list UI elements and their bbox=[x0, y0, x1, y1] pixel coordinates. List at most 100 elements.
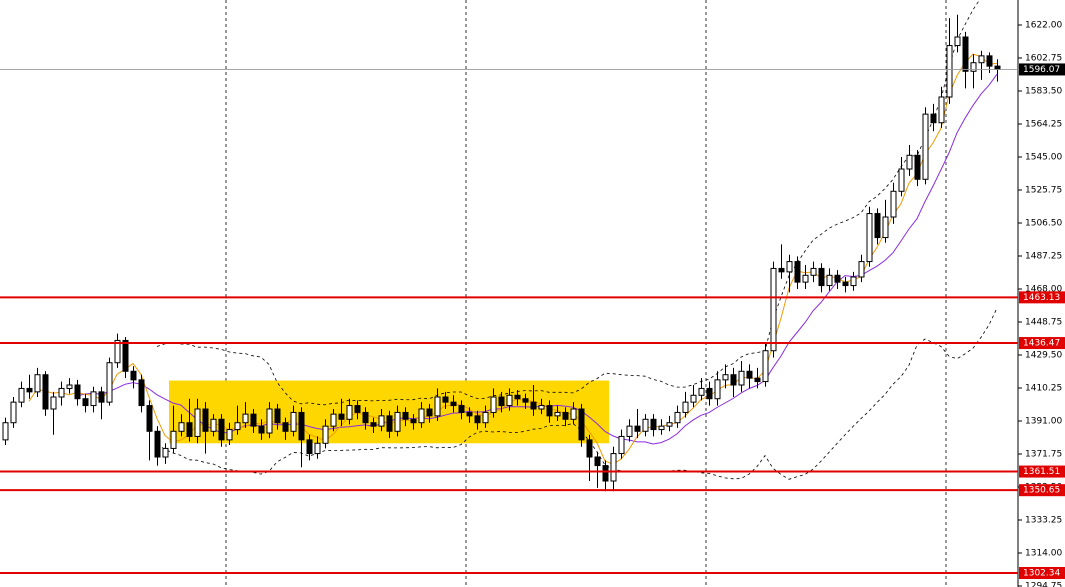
y-tick-label: 1506.50 bbox=[1025, 218, 1062, 228]
candle-body bbox=[698, 387, 705, 396]
candle-body bbox=[986, 55, 993, 67]
candle-body bbox=[794, 261, 801, 283]
candle-body bbox=[626, 425, 633, 437]
candle-body bbox=[258, 425, 265, 434]
candle-body bbox=[42, 374, 49, 410]
candle-body bbox=[98, 391, 105, 403]
level-label: 1463.13 bbox=[1023, 293, 1060, 303]
candle-body bbox=[778, 267, 785, 273]
candle-body bbox=[522, 398, 529, 403]
y-tick-label: 1468.00 bbox=[1025, 284, 1062, 294]
candle-body bbox=[202, 408, 209, 432]
y-tick-label: 1602.75 bbox=[1025, 53, 1062, 63]
level-label: 1350.65 bbox=[1023, 486, 1060, 496]
candle-body bbox=[178, 422, 185, 432]
candle-body bbox=[634, 425, 641, 432]
candle-body bbox=[618, 435, 625, 455]
candle-body bbox=[210, 418, 217, 432]
candle-body bbox=[370, 422, 377, 427]
candle-body bbox=[186, 422, 193, 437]
y-tick-label: 1525.75 bbox=[1025, 185, 1062, 195]
candle-body bbox=[362, 411, 369, 424]
candle-body bbox=[90, 391, 97, 407]
y-tick-label: 1391.00 bbox=[1025, 417, 1062, 427]
candle-body bbox=[274, 408, 281, 424]
candle-body bbox=[402, 411, 409, 420]
candle-body bbox=[394, 411, 401, 432]
candle-body bbox=[586, 439, 593, 458]
candle-body bbox=[962, 36, 969, 72]
level-label: 1436.47 bbox=[1023, 339, 1060, 349]
candle-body bbox=[226, 429, 233, 441]
candle-body bbox=[290, 411, 297, 432]
candle-body bbox=[706, 387, 713, 400]
candle-body bbox=[466, 411, 473, 417]
candle-body bbox=[450, 401, 457, 407]
candle-body bbox=[162, 447, 169, 458]
candle-body bbox=[130, 370, 137, 381]
candle-body bbox=[170, 430, 177, 449]
candle-body bbox=[50, 396, 57, 410]
candle-body bbox=[682, 401, 689, 413]
level-label-box bbox=[1019, 566, 1065, 579]
candle-body bbox=[858, 261, 865, 278]
candle-body bbox=[818, 267, 825, 287]
candle-body bbox=[458, 405, 465, 413]
candle-body bbox=[578, 408, 585, 441]
candle-body bbox=[18, 387, 25, 403]
candle-body bbox=[914, 154, 921, 180]
candle-body bbox=[906, 154, 913, 170]
candle-body bbox=[530, 401, 537, 410]
candle-body bbox=[826, 274, 833, 287]
candle-body bbox=[282, 422, 289, 432]
candle-body bbox=[58, 387, 65, 398]
candle-body bbox=[434, 396, 441, 417]
candle-body bbox=[122, 339, 129, 372]
level-label-box bbox=[1019, 337, 1065, 350]
candle-body bbox=[810, 267, 817, 276]
candle-body bbox=[538, 405, 545, 410]
candle-body bbox=[666, 422, 673, 427]
level-label-box bbox=[1019, 465, 1065, 478]
candle-body bbox=[658, 425, 665, 431]
candle-body bbox=[418, 408, 425, 424]
candle-body bbox=[690, 394, 697, 403]
current-price-label: 1596.07 bbox=[1023, 65, 1060, 75]
current-price-box bbox=[1019, 63, 1065, 76]
candle-body bbox=[834, 274, 841, 283]
y-tick-label: 1314.00 bbox=[1025, 549, 1062, 559]
y-tick-label: 1410.25 bbox=[1025, 384, 1062, 394]
candle-body bbox=[442, 396, 449, 403]
candle-body bbox=[514, 394, 521, 400]
candle-body bbox=[602, 465, 609, 482]
candle-body bbox=[106, 362, 113, 403]
candle-body bbox=[746, 370, 753, 379]
candle-body bbox=[386, 415, 393, 432]
candle-body bbox=[554, 411, 561, 417]
candle-body bbox=[242, 413, 249, 424]
candle-body bbox=[306, 439, 313, 455]
candle-body bbox=[82, 398, 89, 407]
candle-body bbox=[410, 418, 417, 424]
candle-body bbox=[250, 413, 257, 427]
y-tick-label: 1487.25 bbox=[1025, 251, 1062, 261]
candle-body bbox=[146, 405, 153, 432]
candle-body bbox=[298, 411, 305, 441]
candle-body bbox=[946, 45, 953, 98]
level-label-box bbox=[1019, 291, 1065, 304]
candle-body bbox=[938, 96, 945, 124]
candle-body bbox=[314, 442, 321, 455]
candle-body bbox=[114, 339, 121, 364]
candle-body bbox=[738, 370, 745, 386]
candle-body bbox=[74, 384, 81, 400]
candle-body bbox=[322, 425, 329, 444]
candle-body bbox=[730, 374, 737, 386]
y-tick-label: 1545.00 bbox=[1025, 152, 1062, 162]
candle-body bbox=[610, 453, 617, 482]
candle-body bbox=[762, 350, 769, 383]
candle-body bbox=[674, 411, 681, 424]
candle-body bbox=[338, 413, 345, 420]
candle-body bbox=[474, 415, 481, 424]
